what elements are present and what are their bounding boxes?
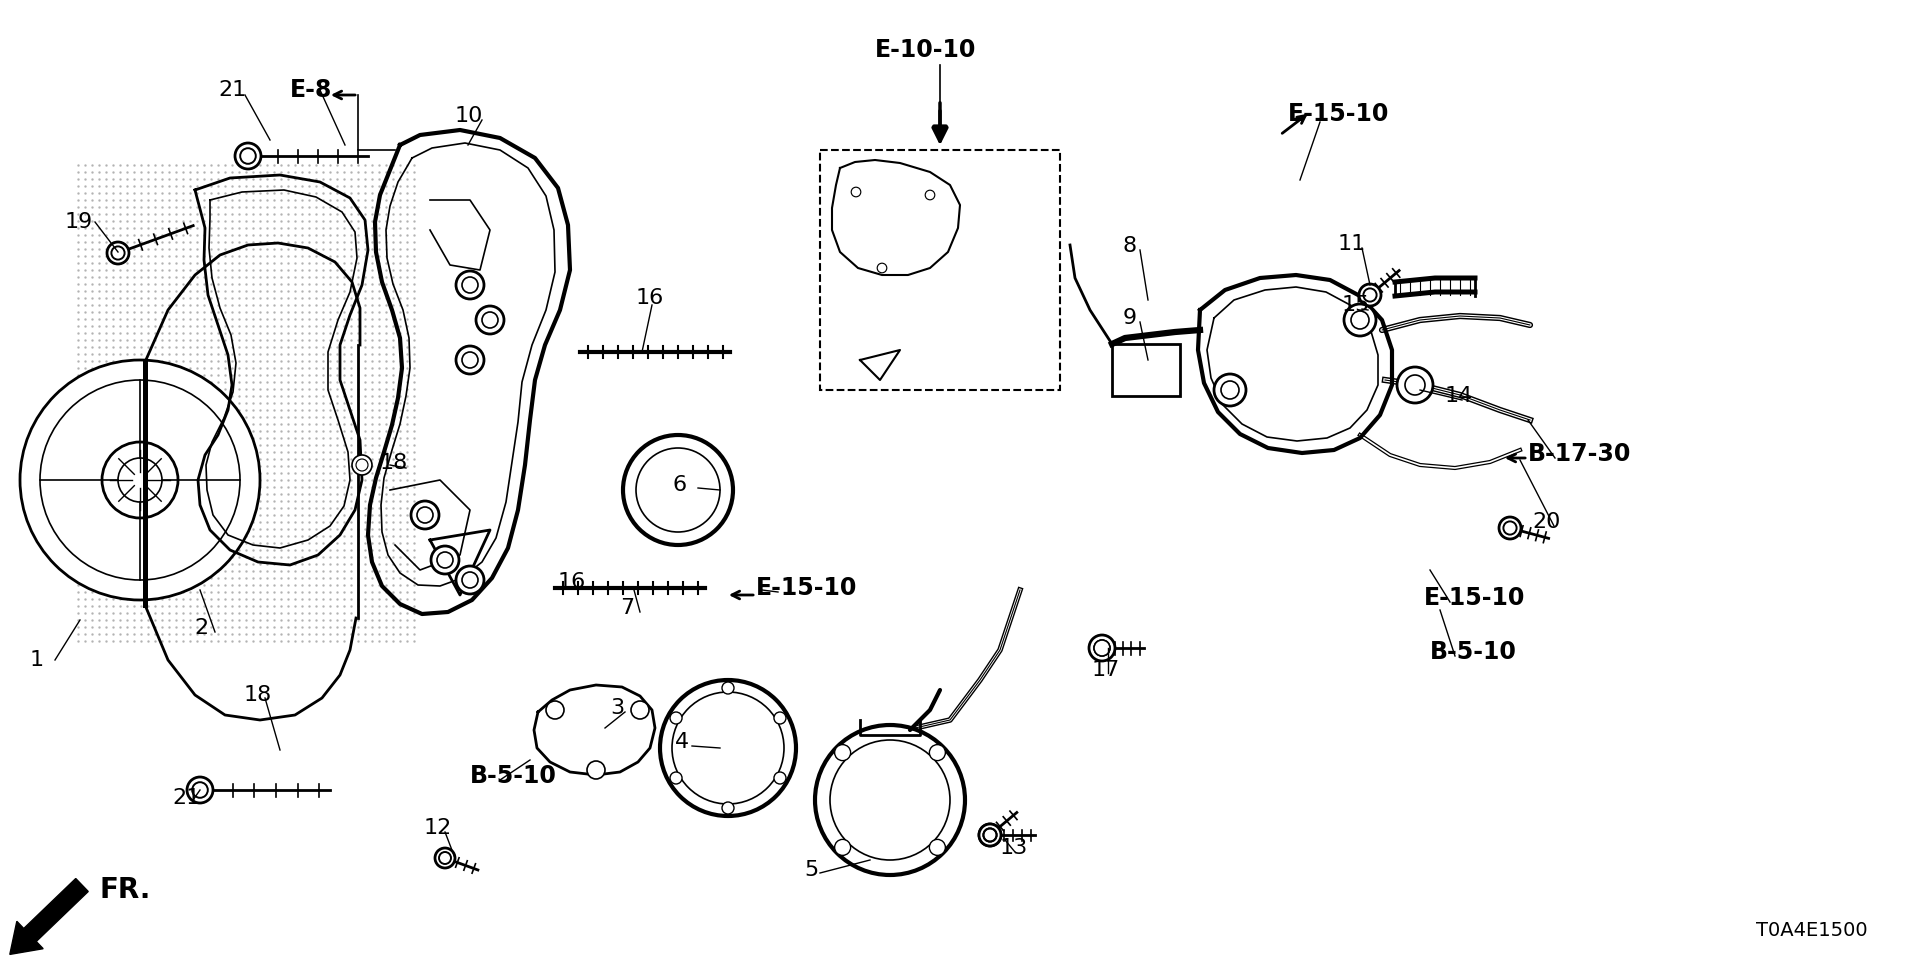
Text: B-5-10: B-5-10 — [1430, 640, 1517, 664]
Text: B-17-30: B-17-30 — [1528, 442, 1632, 466]
Circle shape — [632, 701, 649, 719]
Circle shape — [457, 346, 484, 374]
Text: 19: 19 — [65, 212, 94, 232]
Text: 5: 5 — [804, 860, 818, 880]
Text: FR.: FR. — [100, 876, 152, 904]
Text: 13: 13 — [1000, 838, 1029, 858]
Text: E-8: E-8 — [290, 78, 332, 102]
Text: E-15-10: E-15-10 — [1425, 586, 1524, 610]
Circle shape — [351, 455, 372, 475]
Circle shape — [722, 682, 733, 694]
Text: 16: 16 — [559, 572, 586, 592]
Text: 1: 1 — [31, 650, 44, 670]
Text: 11: 11 — [1338, 234, 1367, 254]
Circle shape — [186, 777, 213, 803]
Circle shape — [438, 552, 453, 568]
Circle shape — [874, 260, 891, 276]
Circle shape — [979, 824, 1000, 846]
Circle shape — [1405, 375, 1425, 395]
Text: 6: 6 — [672, 475, 685, 495]
Circle shape — [476, 306, 503, 334]
Text: 10: 10 — [455, 106, 484, 126]
Circle shape — [1500, 517, 1521, 539]
Text: B-5-10: B-5-10 — [470, 764, 557, 788]
Text: 18: 18 — [380, 453, 409, 473]
Text: 2: 2 — [194, 618, 207, 638]
Circle shape — [835, 745, 851, 760]
Circle shape — [430, 546, 459, 574]
Circle shape — [829, 740, 950, 860]
Circle shape — [40, 380, 240, 580]
Text: E-15-10: E-15-10 — [756, 576, 858, 600]
Circle shape — [1094, 640, 1110, 656]
Circle shape — [1344, 304, 1377, 336]
Circle shape — [457, 271, 484, 299]
Circle shape — [660, 680, 797, 816]
Text: 4: 4 — [676, 732, 689, 752]
Circle shape — [774, 772, 785, 784]
Circle shape — [19, 360, 259, 600]
Text: 21: 21 — [173, 788, 200, 808]
Text: 17: 17 — [1092, 660, 1119, 680]
Circle shape — [108, 242, 129, 264]
Bar — [73, 160, 413, 640]
Circle shape — [1359, 284, 1380, 306]
Circle shape — [979, 824, 1000, 846]
Circle shape — [588, 761, 605, 779]
Text: T0A4E1500: T0A4E1500 — [1757, 921, 1868, 940]
Text: 15: 15 — [1342, 295, 1371, 315]
Circle shape — [672, 692, 783, 804]
Circle shape — [482, 312, 497, 328]
Text: E-10-10: E-10-10 — [876, 38, 977, 62]
FancyArrow shape — [10, 878, 88, 954]
Circle shape — [417, 507, 434, 523]
Circle shape — [463, 572, 478, 588]
Circle shape — [722, 802, 733, 814]
Circle shape — [1089, 635, 1116, 661]
Circle shape — [102, 442, 179, 518]
Circle shape — [1221, 381, 1238, 399]
Text: 3: 3 — [611, 698, 624, 718]
Circle shape — [1213, 374, 1246, 406]
Text: 7: 7 — [620, 598, 634, 618]
Circle shape — [929, 745, 945, 760]
Circle shape — [411, 501, 440, 529]
Circle shape — [814, 725, 966, 875]
Text: 16: 16 — [636, 288, 664, 308]
Circle shape — [835, 839, 851, 855]
Circle shape — [849, 184, 864, 200]
Text: 12: 12 — [424, 818, 453, 838]
Circle shape — [670, 712, 682, 724]
Bar — [1112, 344, 1181, 396]
Circle shape — [545, 701, 564, 719]
Circle shape — [1352, 311, 1369, 329]
Circle shape — [670, 772, 682, 784]
Text: E-15-10: E-15-10 — [1288, 102, 1390, 126]
Text: 21: 21 — [219, 80, 246, 100]
Circle shape — [1398, 367, 1432, 403]
Text: 8: 8 — [1123, 236, 1137, 256]
Circle shape — [774, 712, 785, 724]
Circle shape — [463, 277, 478, 293]
Text: 20: 20 — [1532, 512, 1561, 532]
Text: 9: 9 — [1123, 308, 1137, 328]
Circle shape — [457, 566, 484, 594]
Text: 18: 18 — [244, 685, 273, 705]
Text: 14: 14 — [1446, 386, 1473, 406]
Circle shape — [436, 848, 455, 868]
Circle shape — [922, 187, 939, 203]
Circle shape — [929, 839, 945, 855]
Circle shape — [117, 458, 161, 502]
Circle shape — [636, 448, 720, 532]
Bar — [820, 150, 1060, 390]
Circle shape — [234, 143, 261, 169]
Circle shape — [622, 435, 733, 545]
Circle shape — [463, 352, 478, 368]
